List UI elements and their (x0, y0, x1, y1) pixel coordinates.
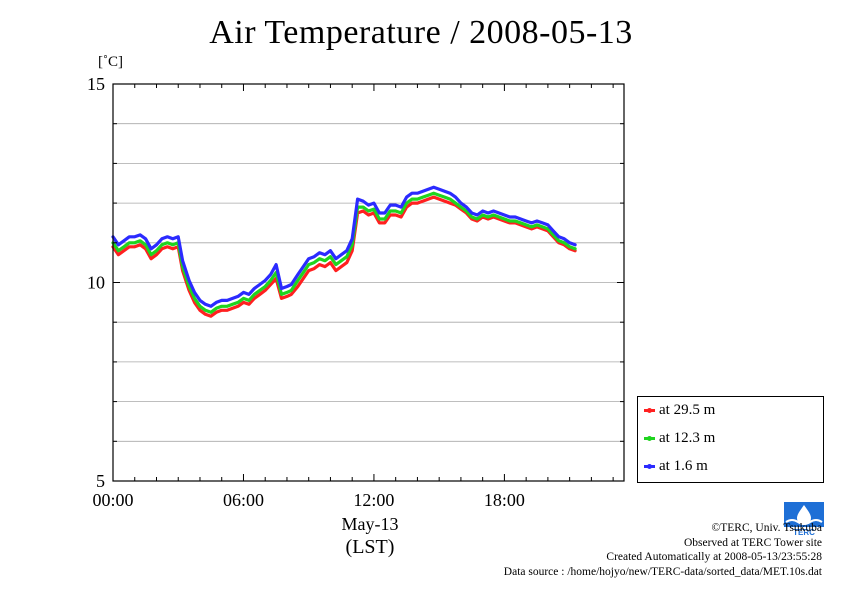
x-axis-timezone-label: (LST) (345, 536, 395, 558)
y-tick-label: 15 (87, 74, 105, 94)
observed-text: Observed at TERC Tower site (683, 536, 822, 549)
y-axis-unit-label: [˚C] (98, 54, 123, 70)
series-line (111, 195, 577, 318)
legend-label: at 29.5 m (659, 402, 716, 418)
credits: ©TERC, Univ. Tsukuba Observed at TERC To… (504, 521, 822, 579)
legend-item-29-5m: at 29.5 m (644, 402, 715, 419)
legend-swatch-blue (644, 464, 655, 469)
x-tick-label: 18:00 (484, 490, 525, 510)
axis-ticks: 5 10 15 00:00 06:00 12:00 18:00 (87, 74, 624, 510)
series-line (111, 191, 577, 314)
series-line (111, 185, 577, 308)
legend-item-12-3m: at 12.3 m (644, 430, 715, 447)
chart-title: Air Temperature / 2008-05-13 (209, 14, 633, 51)
legend-label: at 1.6 m (659, 458, 708, 474)
x-tick-label: 12:00 (353, 490, 394, 510)
legend-item-1-6m: at 1.6 m (644, 458, 708, 475)
y-tick-label: 10 (87, 273, 105, 293)
x-tick-label: 06:00 (223, 490, 264, 510)
x-tick-label: 00:00 (92, 490, 133, 510)
grid-lines (113, 123, 624, 442)
created-text: Created Automatically at 2008-05-13/23:5… (606, 551, 822, 563)
series-lines (111, 185, 577, 318)
data-source-text: Data source : /home/hojyo/new/TERC-data/… (503, 565, 822, 578)
legend-label: at 12.3 m (659, 430, 716, 446)
legend-swatch-red (644, 408, 655, 413)
terc-logo-icon: TERC (784, 502, 824, 536)
legend: at 29.5 m at 12.3 m at 1.6 m (637, 396, 824, 483)
logo-text: TERC (793, 528, 815, 536)
copyright-text: ©TERC, Univ. Tsukuba (711, 522, 822, 534)
y-tick-label: 5 (96, 471, 105, 491)
legend-swatch-green (644, 436, 655, 441)
x-axis-date-label: May-13 (341, 514, 399, 534)
